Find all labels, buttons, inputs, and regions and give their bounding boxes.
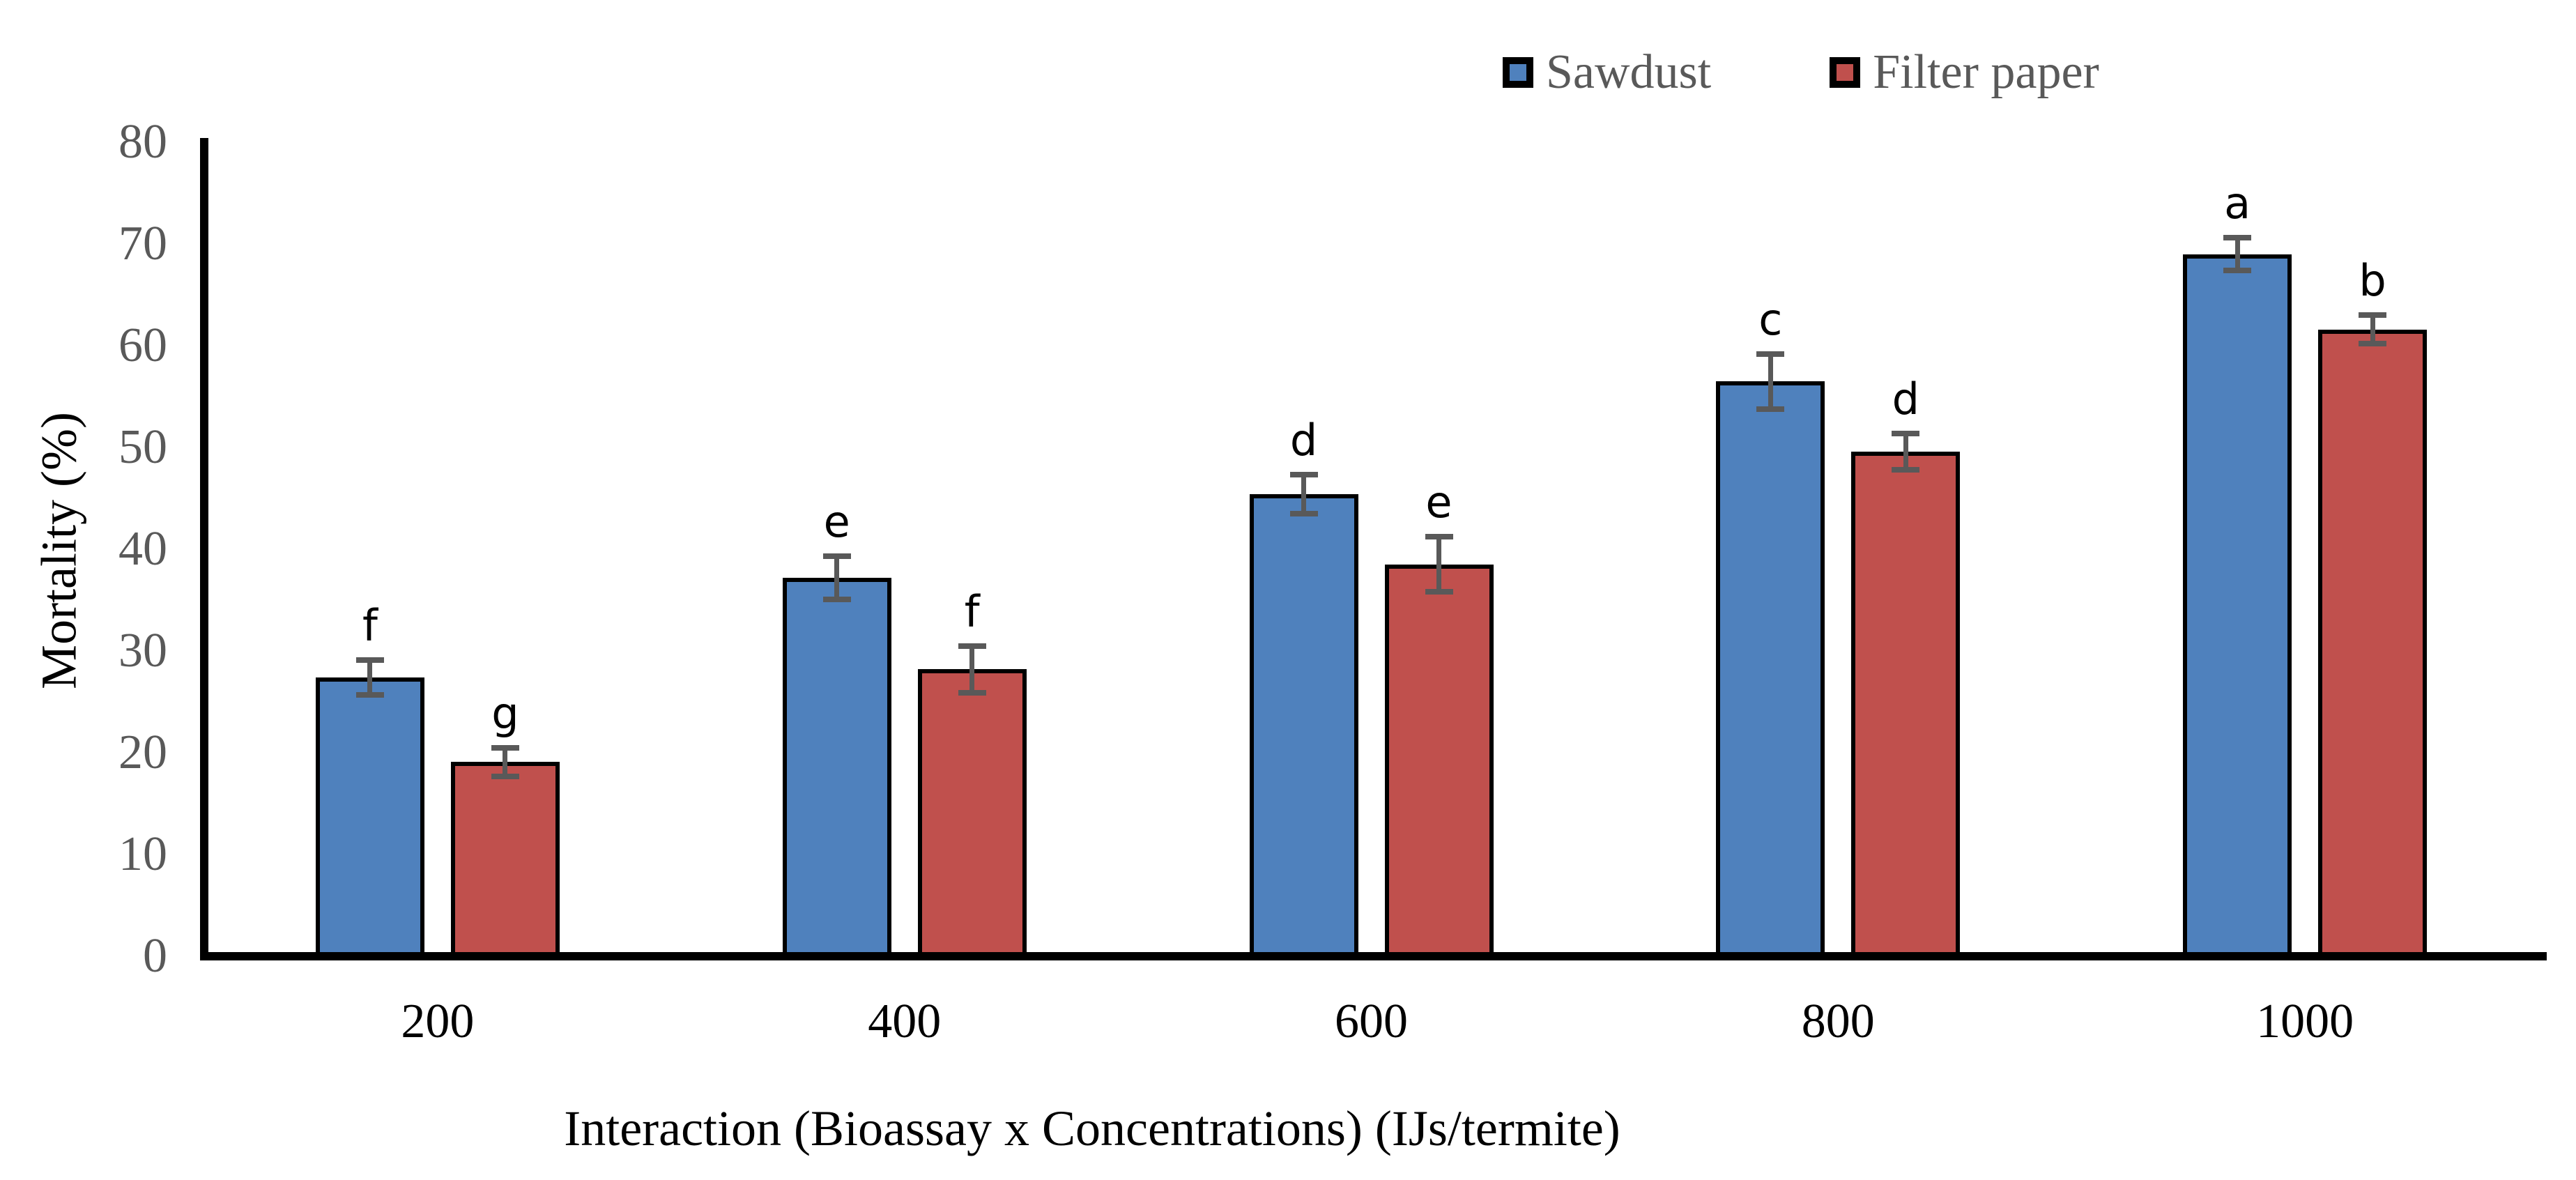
- bar-sawdust-800: [1716, 381, 1825, 956]
- error-bar-cap-top-filter-paper-800: [1892, 430, 1920, 436]
- significance-letter-sawdust-1000: a: [2224, 178, 2251, 229]
- y-tick-label-60: 60: [118, 319, 167, 372]
- y-tick-label-80: 80: [118, 115, 167, 169]
- error-bar-cap-top-filter-paper-600: [1425, 534, 1453, 540]
- x-axis-title: Interaction (Bioassay x Concentrations) …: [564, 1101, 1620, 1156]
- legend-item-filter-paper: Filter paper: [1830, 43, 2099, 102]
- error-bar-cap-bottom-sawdust-400: [822, 596, 851, 602]
- error-bar-filter-paper-200: [503, 747, 508, 776]
- error-bar-cap-top-filter-paper-1000: [2359, 312, 2387, 319]
- significance-letter-filter-paper-200: g: [491, 687, 519, 739]
- significance-letter-filter-paper-800: d: [1892, 373, 1919, 424]
- bar-sawdust-600: [1249, 494, 1358, 956]
- x-tick-label-600: 600: [1335, 995, 1408, 1048]
- error-bar-filter-paper-400: [969, 645, 975, 693]
- error-bar-cap-bottom-filter-paper-200: [491, 773, 519, 779]
- error-bar-cap-top-sawdust-400: [822, 553, 851, 560]
- x-tick-label-400: 400: [868, 995, 942, 1048]
- error-bar-filter-paper-600: [1436, 537, 1441, 592]
- x-tick-label-800: 800: [1801, 995, 1875, 1048]
- error-bar-sawdust-400: [834, 556, 840, 599]
- y-tick-label-20: 20: [118, 726, 167, 779]
- error-bar-cap-bottom-filter-paper-1000: [2359, 341, 2387, 347]
- legend-item-sawdust: Sawdust: [1503, 43, 1711, 102]
- y-axis-line: [200, 138, 208, 960]
- legend-swatch-filter-paper: [1830, 57, 1861, 88]
- x-tick-label-1000: 1000: [2256, 995, 2354, 1048]
- bar-filter-paper-400: [917, 669, 1027, 956]
- error-bar-cap-bottom-sawdust-600: [1289, 510, 1318, 516]
- error-bar-cap-bottom-sawdust-200: [355, 691, 384, 698]
- significance-letter-sawdust-600: d: [1289, 415, 1318, 466]
- significance-letter-sawdust-200: f: [362, 600, 378, 652]
- error-bar-filter-paper-800: [1903, 433, 1908, 470]
- error-bar-cap-top-sawdust-800: [1756, 351, 1785, 357]
- error-bar-sawdust-1000: [2234, 238, 2240, 270]
- error-bar-cap-top-filter-paper-400: [958, 643, 986, 649]
- x-tick-label-200: 200: [401, 995, 475, 1048]
- error-bar-cap-bottom-sawdust-1000: [2223, 267, 2252, 273]
- significance-letter-sawdust-400: e: [823, 496, 850, 548]
- bar-sawdust-400: [782, 577, 891, 956]
- legend-label-sawdust: Sawdust: [1546, 45, 1712, 99]
- error-bar-cap-top-sawdust-1000: [2223, 235, 2252, 241]
- legend-swatch-sawdust: [1503, 57, 1533, 88]
- y-tick-label-50: 50: [118, 420, 167, 474]
- bar-filter-paper-600: [1384, 564, 1494, 956]
- error-bar-cap-bottom-filter-paper-400: [958, 689, 986, 696]
- error-bar-cap-bottom-filter-paper-800: [1892, 467, 1920, 473]
- y-tick-label-0: 0: [143, 929, 167, 983]
- y-tick-label-10: 10: [118, 827, 167, 881]
- bar-filter-paper-200: [450, 762, 560, 956]
- error-bar-sawdust-600: [1301, 475, 1306, 514]
- bar-filter-paper-1000: [2318, 329, 2428, 956]
- bar-sawdust-1000: [2183, 254, 2292, 956]
- error-bar-filter-paper-1000: [2370, 315, 2375, 344]
- y-tick-label-70: 70: [118, 217, 167, 270]
- error-bar-sawdust-200: [367, 660, 373, 695]
- y-tick-label-30: 30: [118, 624, 167, 677]
- significance-letter-filter-paper-400: f: [964, 585, 980, 637]
- bar-sawdust-200: [315, 677, 424, 956]
- significance-letter-filter-paper-600: e: [1425, 477, 1452, 528]
- error-bar-cap-top-filter-paper-200: [491, 744, 519, 751]
- error-bar-cap-bottom-filter-paper-600: [1425, 589, 1453, 595]
- significance-letter-filter-paper-1000: b: [2359, 255, 2386, 307]
- error-bar-cap-top-sawdust-200: [355, 657, 384, 664]
- significance-letter-sawdust-800: c: [1758, 293, 1783, 345]
- error-bar-cap-bottom-sawdust-800: [1756, 406, 1785, 412]
- error-bar-cap-top-sawdust-600: [1289, 472, 1318, 478]
- legend-label-filter-paper: Filter paper: [1873, 45, 2099, 99]
- y-tick-label-40: 40: [118, 522, 167, 576]
- x-axis-line: [200, 952, 2547, 960]
- bar-filter-paper-800: [1851, 451, 1961, 956]
- error-bar-sawdust-800: [1768, 353, 1773, 409]
- legend: Sawdust Filter paper: [1503, 43, 2099, 102]
